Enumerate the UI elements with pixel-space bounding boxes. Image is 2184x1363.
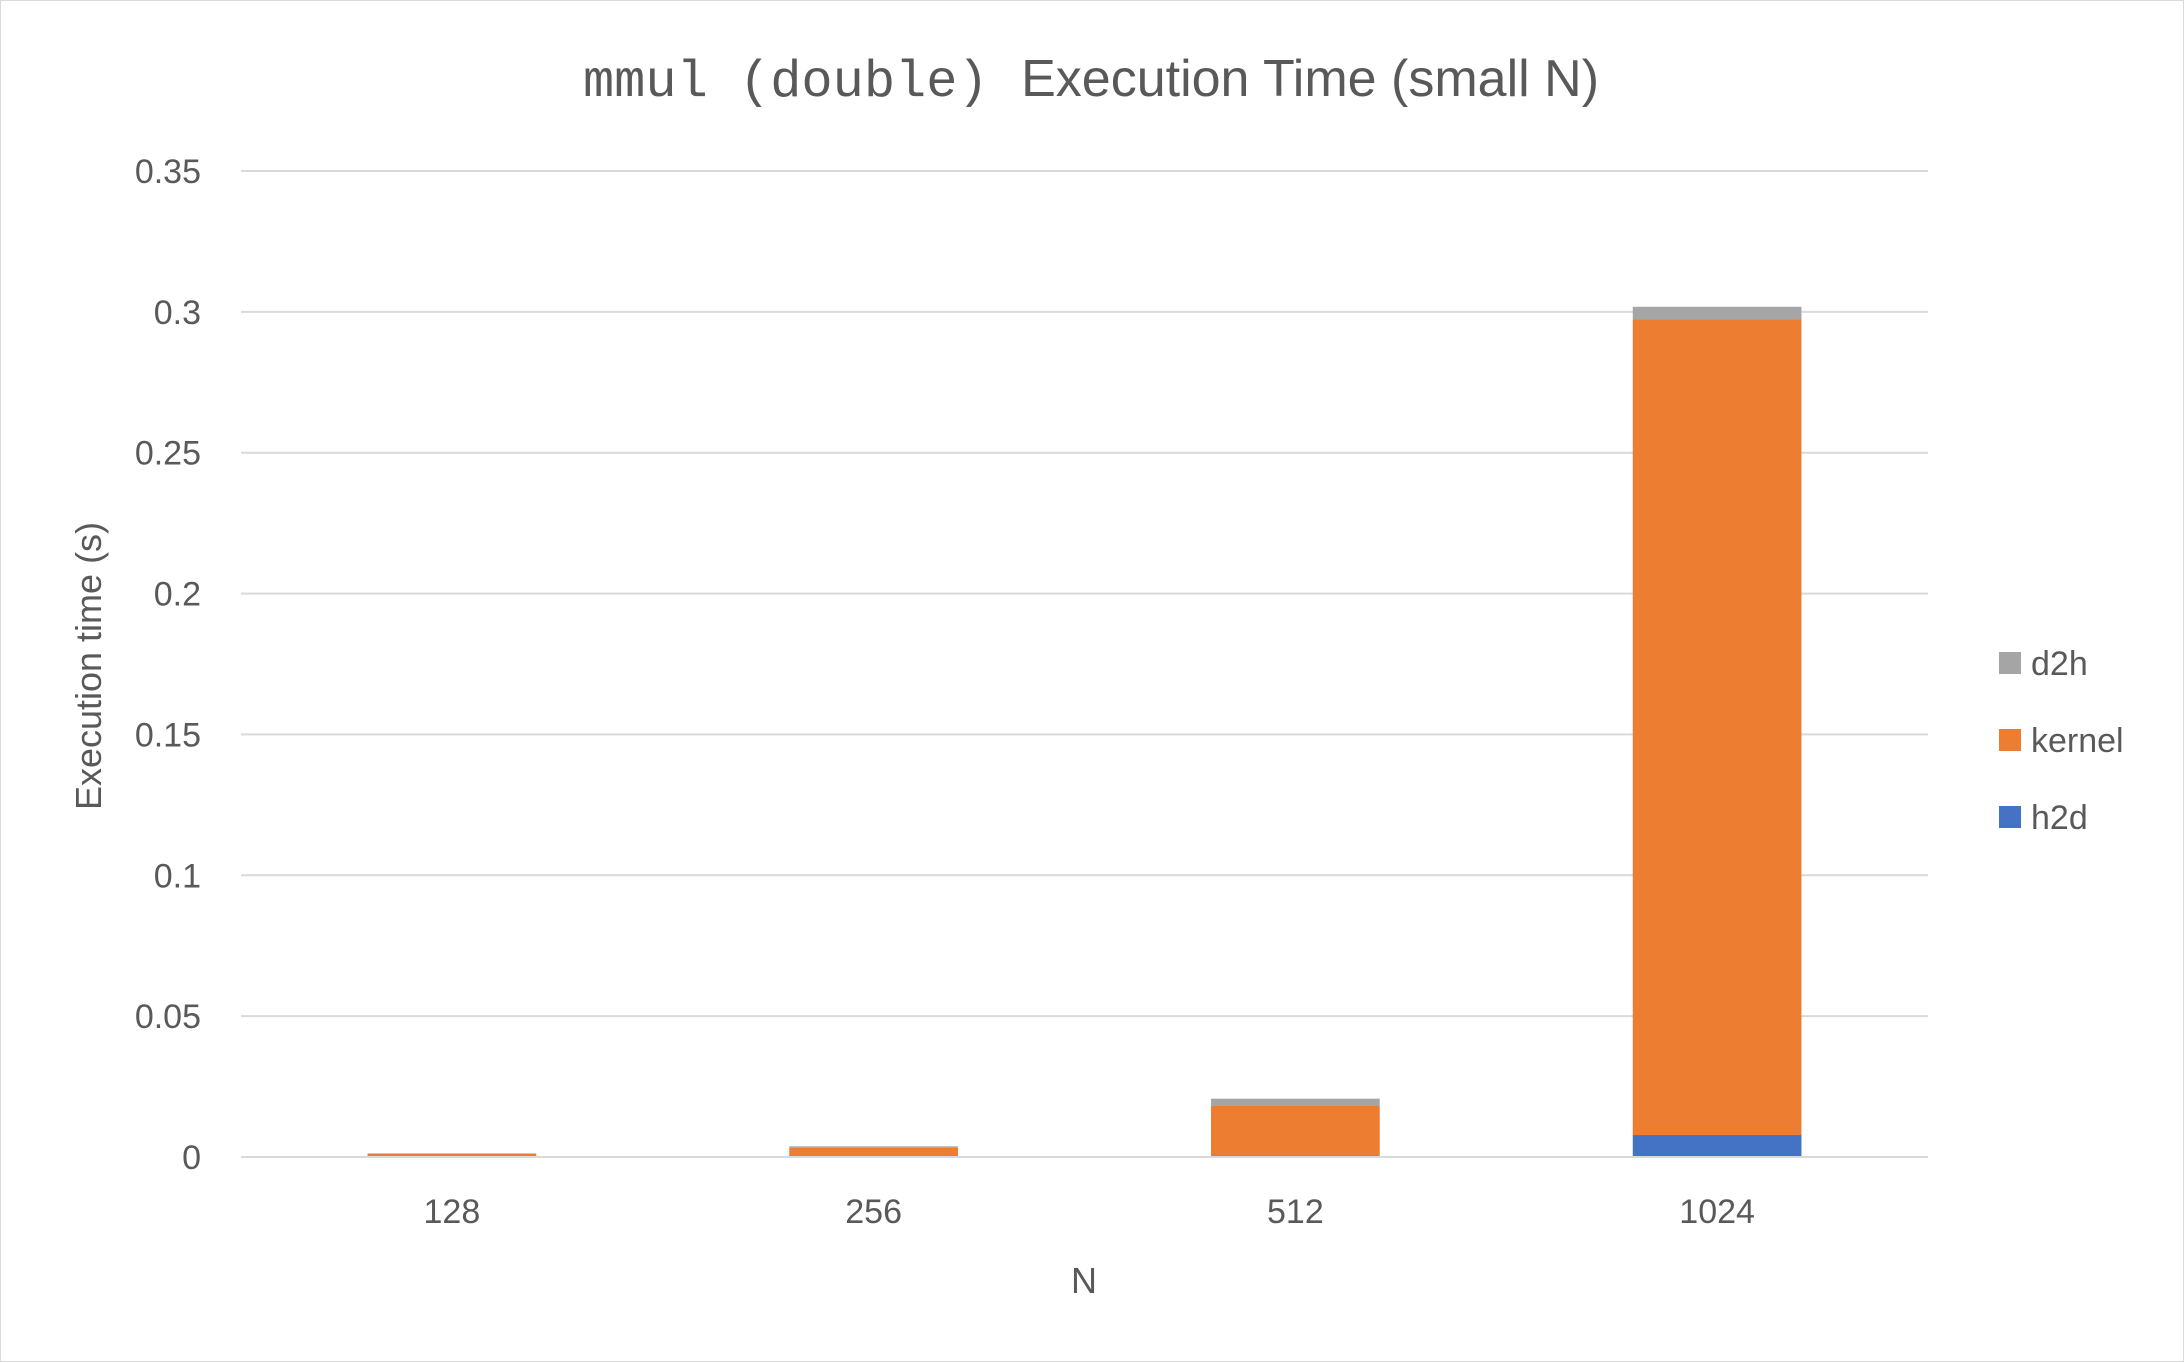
bar-d2h-256	[789, 1146, 958, 1147]
bar-h2d-1024	[1633, 1135, 1802, 1157]
chart-title: mmul (double) Execution Time (small N)	[583, 50, 1599, 112]
x-tick-label: 256	[845, 1193, 902, 1231]
x-axis-tick-labels: 128 256 512 1024	[424, 1193, 1755, 1231]
chart-title-text: Execution Time (small N)	[1021, 50, 1599, 108]
bar-d2h-512	[1211, 1099, 1380, 1106]
legend-item-h2d: h2d	[1999, 799, 2088, 837]
x-axis-title: N	[1071, 1260, 1097, 1301]
legend-swatch-d2h	[1999, 652, 2021, 674]
bar-kernel-512	[1211, 1106, 1380, 1156]
bar-kernel-1024	[1633, 319, 1802, 1135]
legend-label-kernel: kernel	[2031, 722, 2124, 760]
y-axis-title: Execution time (s)	[68, 522, 109, 810]
y-tick-label: 0.1	[154, 857, 201, 895]
y-tick-label: 0.05	[135, 998, 201, 1036]
legend-swatch-h2d	[1999, 806, 2021, 828]
legend-item-kernel: kernel	[1999, 722, 2124, 760]
legend-label-d2h: d2h	[2031, 645, 2088, 683]
legend: d2h kernel h2d	[1999, 645, 2124, 837]
bars	[368, 307, 1802, 1157]
y-tick-label: 0.2	[154, 576, 201, 614]
y-tick-label: 0	[182, 1139, 201, 1177]
y-tick-label: 0.15	[135, 716, 201, 754]
y-axis-tick-labels: 0 0.05 0.1 0.15 0.2 0.25 0.3 0.35	[135, 153, 201, 1177]
bar-kernel-256	[789, 1148, 958, 1157]
x-tick-label: 128	[424, 1193, 481, 1231]
y-tick-label: 0.3	[154, 294, 201, 332]
x-tick-label: 1024	[1679, 1193, 1755, 1231]
y-tick-label: 0.25	[135, 435, 201, 473]
legend-item-d2h: d2h	[1999, 645, 2088, 683]
chart-title-code: mmul (double)	[583, 53, 989, 112]
bar-d2h-1024	[1633, 307, 1802, 320]
y-tick-label: 0.35	[135, 153, 201, 191]
legend-swatch-kernel	[1999, 729, 2021, 751]
legend-label-h2d: h2d	[2031, 799, 2088, 837]
x-tick-label: 512	[1267, 1193, 1324, 1231]
